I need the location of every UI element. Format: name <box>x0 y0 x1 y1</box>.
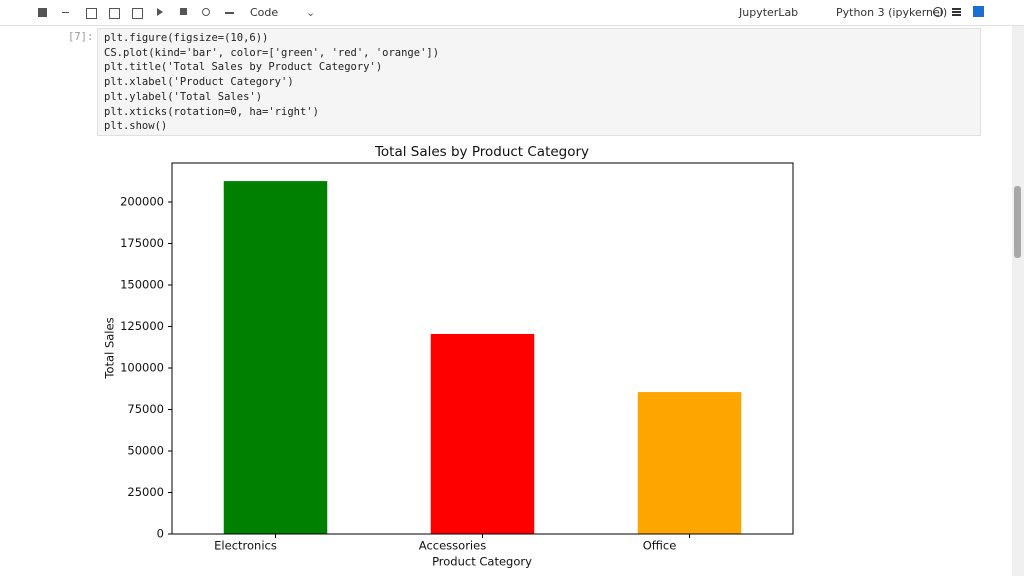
y-tick-label: 25000 <box>127 485 164 499</box>
copy-button[interactable] <box>109 8 120 19</box>
restart-button[interactable] <box>202 8 210 16</box>
y-tick-label: 100000 <box>120 361 164 375</box>
scrollbar[interactable] <box>1012 26 1024 576</box>
run-button[interactable] <box>157 8 163 16</box>
code-line: plt.title('Total Sales by Product Catego… <box>104 61 383 74</box>
app-name[interactable]: JupyterLab <box>739 6 799 19</box>
y-tick-label: 0 <box>157 527 164 541</box>
dropdown-arrow[interactable]: ⌄ <box>306 6 316 19</box>
y-tick-label: 75000 <box>127 402 164 416</box>
run-all-button[interactable] <box>225 12 234 14</box>
y-tick-label: 50000 <box>127 444 164 458</box>
save-button[interactable] <box>38 8 47 17</box>
code-line: plt.figure(figsize=(10,6)) <box>104 32 269 44</box>
bar <box>223 181 328 534</box>
x-tick-label: Electronics <box>214 539 277 553</box>
toolbar: Code ⌄ JupyterLab Python 3 (ipykernel) <box>0 0 1024 26</box>
scroll-thumb[interactable] <box>1014 186 1021 258</box>
chart: Total Sales by Product Category Product … <box>103 144 794 569</box>
code-line: plt.xticks(rotation=0, ha='right') <box>104 105 319 118</box>
bar <box>430 333 535 534</box>
cut-button[interactable] <box>86 8 97 19</box>
settings-button[interactable] <box>973 6 984 17</box>
y-axis-label: Total Sales <box>103 317 117 379</box>
code-cell[interactable]: plt.figure(figsize=(10,6)) CS.plot(kind='… <box>97 28 981 136</box>
chart-title: Total Sales by Product Category <box>374 144 589 160</box>
code-line: plt.xlabel('Product Category') <box>104 76 294 89</box>
y-tick-label: 175000 <box>120 236 164 250</box>
paste-button[interactable] <box>132 8 143 19</box>
code-line: CS.plot(kind='bar', color=['green', 'red… <box>104 46 440 59</box>
stop-button[interactable] <box>180 8 187 15</box>
code-line: plt.show() <box>104 120 168 133</box>
cell-type[interactable]: Code <box>250 6 279 19</box>
y-tick-label: 200000 <box>120 195 164 209</box>
plot-frame <box>171 162 794 535</box>
add-button[interactable] <box>62 12 69 13</box>
y-tick-label: 125000 <box>120 319 164 333</box>
x-tick-label: Accessories <box>419 539 486 553</box>
menu-button[interactable] <box>952 8 961 16</box>
cell-prompt: [7]: <box>68 31 94 43</box>
kernel-status <box>933 7 943 17</box>
x-axis-label: Product Category <box>432 555 532 569</box>
bar <box>637 392 742 534</box>
y-tick-label: 150000 <box>120 278 164 292</box>
kernel-name[interactable]: Python 3 (ipykernel) <box>836 6 948 19</box>
x-tick-label: Office <box>643 539 677 553</box>
code-line: plt.ylabel('Total Sales') <box>104 90 263 103</box>
